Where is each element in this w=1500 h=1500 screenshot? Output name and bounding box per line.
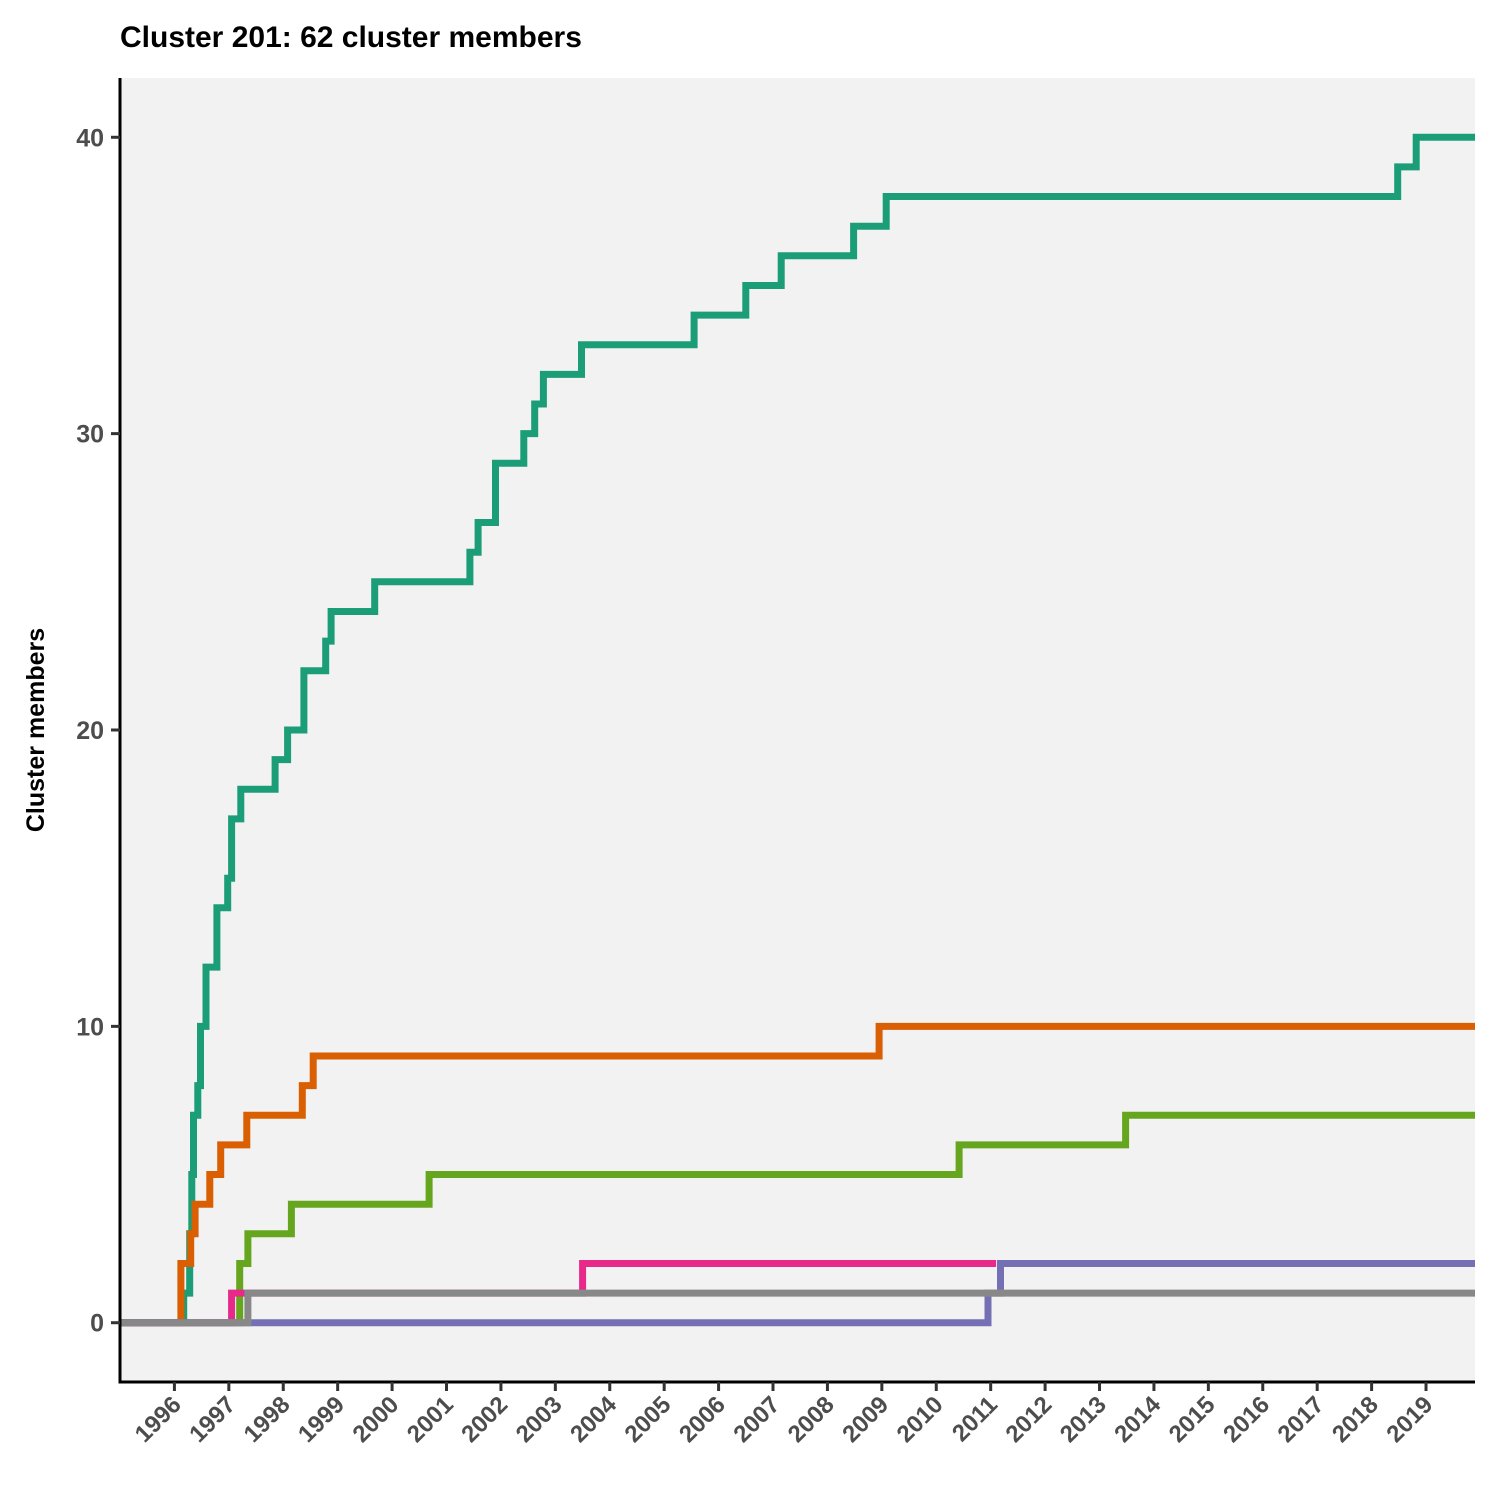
- x-tick-label: 2014: [1109, 1391, 1166, 1448]
- series-line-6: [120, 1289, 1475, 1327]
- series-line-2: [120, 1022, 1475, 1327]
- x-tick-label: 1997: [184, 1391, 241, 1448]
- x-tick-label: 2017: [1273, 1391, 1330, 1448]
- x-tick-label: 1996: [130, 1391, 187, 1448]
- x-tick-label: 1999: [293, 1391, 350, 1448]
- x-tick-label: 1998: [239, 1391, 296, 1448]
- x-tick-label: 2006: [674, 1391, 731, 1448]
- x-tick-label: 2011: [947, 1391, 1003, 1447]
- y-tick-label: 30: [76, 421, 104, 449]
- x-tick-label: 2003: [511, 1391, 568, 1448]
- x-ticks: 1996199719981999200020012002200320042005…: [130, 1382, 1438, 1448]
- chart-title: Cluster 201: 62 cluster members: [120, 21, 582, 54]
- x-tick-label: 2005: [620, 1391, 677, 1448]
- y-tick-label: 40: [76, 124, 104, 152]
- y-tick-label: 0: [90, 1310, 104, 1338]
- x-tick-label: 2016: [1218, 1391, 1275, 1448]
- series-line-1: [120, 133, 1475, 1327]
- plot-background: [120, 78, 1475, 1382]
- x-tick-label: 2002: [456, 1391, 513, 1448]
- x-tick-label: 2013: [1055, 1391, 1112, 1448]
- x-tick-label: 2019: [1381, 1391, 1438, 1448]
- x-tick-label: 2004: [565, 1391, 622, 1448]
- x-tick-label: 2015: [1164, 1391, 1221, 1448]
- series-layer: [120, 133, 1475, 1327]
- y-tick-label: 20: [76, 717, 104, 745]
- x-tick-label: 2018: [1327, 1391, 1384, 1448]
- y-ticks: 0 10 20 30 40: [76, 124, 120, 1338]
- x-tick-label: 2000: [347, 1391, 404, 1448]
- x-tick-label: 2009: [837, 1391, 894, 1448]
- x-tick-label: 2001: [402, 1391, 459, 1448]
- x-tick-label: 2010: [892, 1391, 949, 1448]
- series-line-3: [120, 1111, 1475, 1327]
- y-tick-label: 10: [76, 1013, 104, 1041]
- x-tick-label: 2008: [783, 1391, 840, 1448]
- y-axis-label: Cluster members: [22, 628, 50, 832]
- x-tick-label: 2007: [728, 1391, 785, 1448]
- x-tick-label: 2012: [1000, 1391, 1057, 1448]
